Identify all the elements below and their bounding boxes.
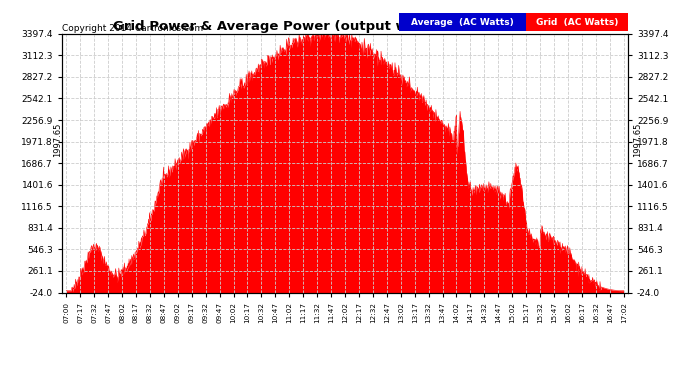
- Title: Grid Power & Average Power (output watts)  Mon Feb 3 17:12: Grid Power & Average Power (output watts…: [113, 20, 577, 33]
- Text: Copyright 2014 Cartronics.com: Copyright 2014 Cartronics.com: [62, 24, 204, 33]
- Text: 1997.65: 1997.65: [53, 122, 62, 157]
- Text: 1997.65: 1997.65: [633, 122, 642, 157]
- FancyBboxPatch shape: [399, 13, 526, 31]
- Text: Grid  (AC Watts): Grid (AC Watts): [536, 18, 618, 27]
- Text: Average  (AC Watts): Average (AC Watts): [411, 18, 514, 27]
- FancyBboxPatch shape: [526, 13, 628, 31]
